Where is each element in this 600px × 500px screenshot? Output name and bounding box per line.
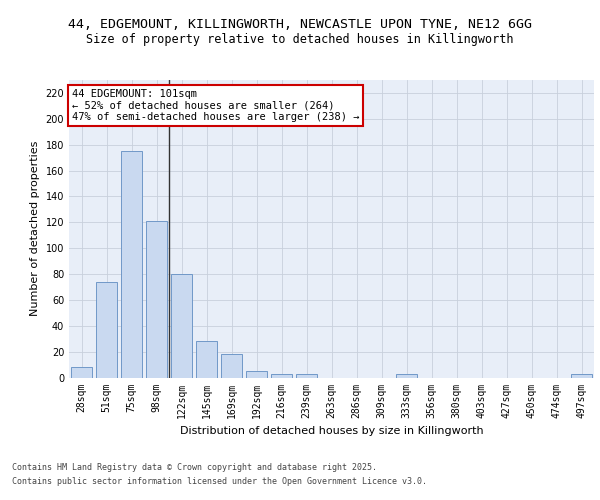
Text: Contains public sector information licensed under the Open Government Licence v3: Contains public sector information licen… — [12, 477, 427, 486]
Text: 44, EDGEMOUNT, KILLINGWORTH, NEWCASTLE UPON TYNE, NE12 6GG: 44, EDGEMOUNT, KILLINGWORTH, NEWCASTLE U… — [68, 18, 532, 30]
Bar — [71, 367, 92, 378]
Bar — [146, 221, 167, 378]
Text: Size of property relative to detached houses in Killingworth: Size of property relative to detached ho… — [86, 32, 514, 46]
Bar — [121, 151, 142, 378]
Bar — [221, 354, 242, 378]
Text: Contains HM Land Registry data © Crown copyright and database right 2025.: Contains HM Land Registry data © Crown c… — [12, 464, 377, 472]
Bar — [296, 374, 317, 378]
Bar — [171, 274, 192, 378]
Y-axis label: Number of detached properties: Number of detached properties — [30, 141, 40, 316]
Bar — [571, 374, 592, 378]
Bar — [271, 374, 292, 378]
Bar — [96, 282, 117, 378]
Bar — [396, 374, 417, 378]
X-axis label: Distribution of detached houses by size in Killingworth: Distribution of detached houses by size … — [179, 426, 484, 436]
Text: 44 EDGEMOUNT: 101sqm
← 52% of detached houses are smaller (264)
47% of semi-deta: 44 EDGEMOUNT: 101sqm ← 52% of detached h… — [71, 89, 359, 122]
Bar — [246, 371, 267, 378]
Bar — [196, 342, 217, 378]
